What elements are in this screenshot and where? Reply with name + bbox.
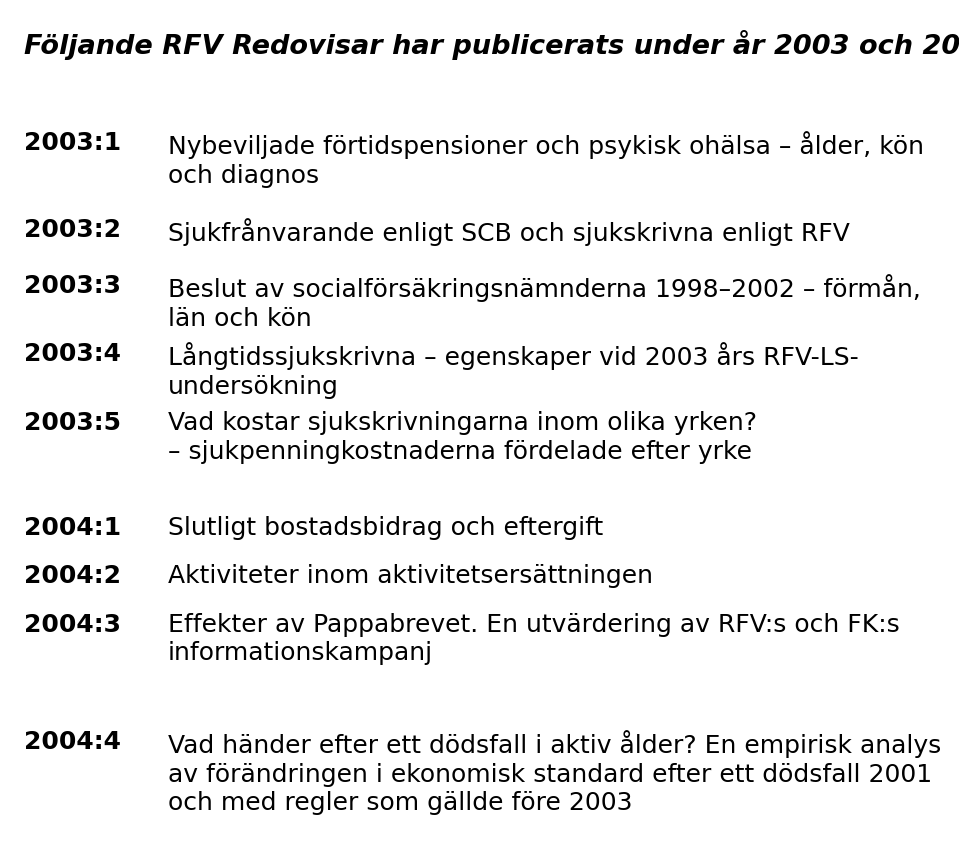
Text: Nybeviljade förtidspensioner och psykisk ohälsa – ålder, kön
och diagnos: Nybeviljade förtidspensioner och psykisk… <box>168 131 924 188</box>
Text: 2004:2: 2004:2 <box>24 564 121 588</box>
Text: Sjukfrånvarande enligt SCB och sjukskrivna enligt RFV: Sjukfrånvarande enligt SCB och sjukskriv… <box>168 218 850 245</box>
Text: Följande RFV Redovisar har publicerats under år 2003 och 2004: Följande RFV Redovisar har publicerats u… <box>24 30 959 60</box>
Text: 2004:1: 2004:1 <box>24 516 121 540</box>
Text: 2003:5: 2003:5 <box>24 411 121 435</box>
Text: Slutligt bostadsbidrag och eftergift: Slutligt bostadsbidrag och eftergift <box>168 516 603 540</box>
Text: Vad händer efter ett dödsfall i aktiv ålder? En empirisk analys
av förändringen : Vad händer efter ett dödsfall i aktiv ål… <box>168 730 941 816</box>
Text: 2004:4: 2004:4 <box>24 730 121 754</box>
Text: Effekter av Pappabrevet. En utvärdering av RFV:s och FK:s
informationskampanj: Effekter av Pappabrevet. En utvärdering … <box>168 613 900 665</box>
Text: 2003:3: 2003:3 <box>24 274 121 298</box>
Text: 2003:2: 2003:2 <box>24 218 121 242</box>
Text: Beslut av socialförsäkringsnämnderna 1998–2002 – förmån,
län och kön: Beslut av socialförsäkringsnämnderna 199… <box>168 274 921 331</box>
Text: Långtidssjukskrivna – egenskaper vid 2003 års RFV-LS-
undersökning: Långtidssjukskrivna – egenskaper vid 200… <box>168 342 858 399</box>
Text: Vad kostar sjukskrivningarna inom olika yrken?
– sjukpenningkostnaderna fördelad: Vad kostar sjukskrivningarna inom olika … <box>168 411 757 464</box>
Text: Aktiviteter inom aktivitetsersättningen: Aktiviteter inom aktivitetsersättningen <box>168 564 653 588</box>
Text: 2004:3: 2004:3 <box>24 613 121 637</box>
Text: 2003:1: 2003:1 <box>24 131 121 156</box>
Text: 2003:4: 2003:4 <box>24 342 121 366</box>
